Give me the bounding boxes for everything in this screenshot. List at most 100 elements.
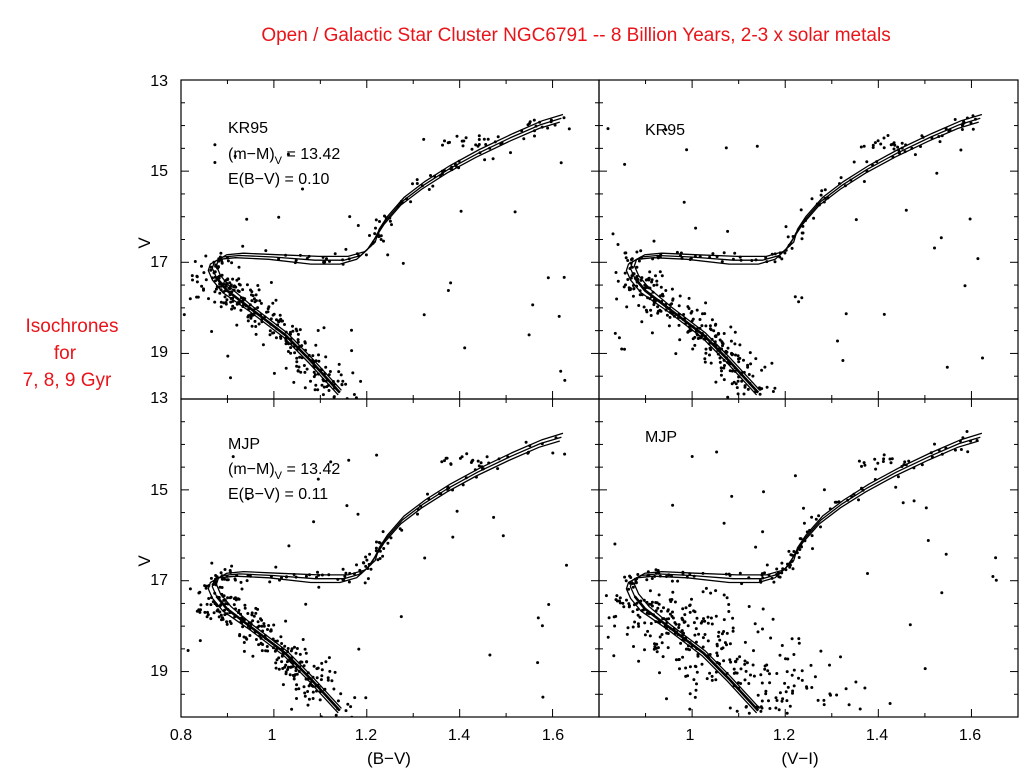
star-point <box>710 678 714 682</box>
star-point <box>219 613 223 617</box>
red-clump-star <box>440 460 444 464</box>
star-point <box>801 224 805 228</box>
star-point <box>213 270 217 274</box>
star-point <box>613 624 617 628</box>
red-clump-star <box>879 142 883 146</box>
star-point <box>720 260 724 264</box>
star-point <box>639 278 643 282</box>
star-point <box>698 255 702 258</box>
star-point <box>198 610 202 614</box>
isochrone-9-gyr <box>625 440 979 714</box>
star-point <box>316 372 320 376</box>
star-point <box>336 577 340 581</box>
isochrone-7-gyr <box>633 432 983 709</box>
star-point <box>238 283 242 287</box>
star-point <box>232 603 236 607</box>
star-point <box>758 392 762 396</box>
star-point <box>233 577 237 581</box>
star-point <box>313 365 316 369</box>
star-point <box>388 219 392 223</box>
star-point <box>751 663 755 667</box>
star-point <box>652 613 655 617</box>
star-point <box>314 343 318 347</box>
star-point <box>220 592 224 596</box>
field-star <box>446 289 450 292</box>
star-point <box>728 642 732 646</box>
star-point <box>333 670 337 674</box>
star-point <box>735 716 737 717</box>
star-point <box>657 593 661 597</box>
star-point <box>624 579 628 583</box>
star-point <box>327 573 331 577</box>
star-point <box>293 344 296 348</box>
star-point <box>688 604 692 608</box>
star-point <box>710 337 714 341</box>
star-point <box>229 297 233 300</box>
star-point <box>269 281 273 284</box>
star-point <box>716 352 720 356</box>
star-point <box>800 678 804 682</box>
star-point <box>260 624 264 628</box>
star-point <box>822 698 826 702</box>
star-point <box>253 319 257 323</box>
star-point <box>735 709 739 713</box>
star-point <box>742 358 745 362</box>
star-point <box>399 199 403 203</box>
star-point <box>698 318 702 321</box>
x-tick-label: 1.6 <box>959 727 981 744</box>
star-point <box>688 641 692 645</box>
star-point <box>678 338 682 342</box>
y-tick-label: 19 <box>150 344 168 361</box>
field-star <box>540 624 544 628</box>
star-point <box>686 330 690 334</box>
star-point <box>293 261 297 265</box>
field-star <box>664 128 668 132</box>
star-point <box>930 455 934 459</box>
field-star <box>422 137 426 141</box>
star-point <box>256 284 260 287</box>
field-star <box>650 331 654 335</box>
star-point <box>715 255 719 259</box>
star-point <box>682 313 686 316</box>
star-point <box>289 351 293 355</box>
star-point <box>297 687 301 691</box>
star-point <box>929 451 933 455</box>
star-point <box>686 644 690 648</box>
star-point <box>493 140 497 144</box>
star-point <box>677 658 681 661</box>
star-point <box>746 387 750 391</box>
star-point <box>200 284 204 288</box>
star-point <box>239 617 243 621</box>
star-point <box>319 715 323 717</box>
star-point <box>622 285 626 289</box>
star-point <box>756 705 760 709</box>
field-star <box>345 504 349 508</box>
star-point <box>678 294 682 298</box>
star-point <box>725 671 729 675</box>
star-point <box>506 455 510 459</box>
star-point <box>661 617 665 621</box>
star-point <box>623 271 627 275</box>
field-star <box>800 296 804 300</box>
star-point <box>891 155 895 159</box>
star-point <box>630 257 634 261</box>
field-star <box>463 346 467 350</box>
star-point <box>707 656 711 660</box>
star-point <box>680 629 684 633</box>
star-point <box>284 253 288 257</box>
panel-top-left <box>180 79 600 400</box>
star-point <box>263 634 267 638</box>
red-clump-star <box>907 459 911 463</box>
star-point <box>390 223 393 227</box>
star-point <box>714 614 718 618</box>
star-point <box>322 379 326 383</box>
star-point <box>248 634 252 637</box>
star-point <box>218 291 222 295</box>
star-point <box>737 360 741 364</box>
field-star <box>769 636 773 640</box>
star-point <box>744 705 748 709</box>
star-point <box>774 696 778 700</box>
star-point <box>704 351 708 355</box>
star-point <box>225 622 229 626</box>
star-point <box>768 681 772 685</box>
